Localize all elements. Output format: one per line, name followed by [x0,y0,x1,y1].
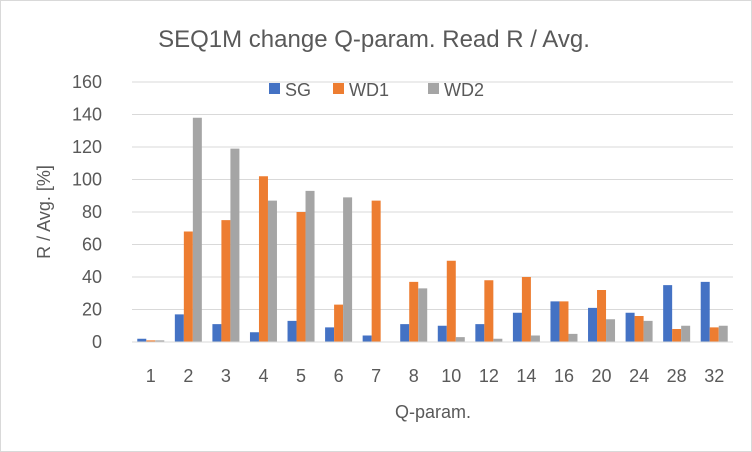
bar-wd2 [192,117,202,342]
bar-wd1 [709,327,719,342]
bar-sg [625,312,635,342]
bar-wd2 [418,288,428,342]
bar-wd2 [155,340,165,342]
x-tick-label: 12 [479,366,499,386]
bars [137,117,728,342]
bar-wd1 [371,200,381,342]
bar-wd2 [568,333,578,342]
bar-sg [663,285,673,342]
x-tick-label: 10 [441,366,461,386]
bar-wd1 [409,281,419,342]
bar-wd1 [183,231,193,342]
y-tick-label: 120 [72,137,102,157]
x-tick-label: 16 [554,366,574,386]
x-tick-label: 3 [221,366,231,386]
bar-wd2 [606,319,616,342]
bar-sg [700,281,710,342]
y-axis-label: R / Avg. [%] [34,165,54,259]
bar-sg [475,324,485,342]
x-tick-label: 2 [183,366,193,386]
legend-swatch-wd2 [428,83,439,94]
bar-wd2 [493,338,503,342]
legend-swatch-sg [269,83,280,94]
x-tick-label: 32 [704,366,724,386]
bar-wd2 [267,200,277,342]
bar-sg [287,320,297,342]
bar-wd1 [597,290,607,342]
x-tick-label: 7 [371,366,381,386]
bar-sg [550,301,560,342]
y-axis-ticks: 0 20 40 60 80 100 120 140 160 [72,72,102,352]
bar-sg [174,314,184,342]
bar-wd1 [559,301,569,342]
x-tick-label: 5 [296,366,306,386]
x-tick-label: 28 [667,366,687,386]
x-tick-label: 8 [409,366,419,386]
y-tick-label: 60 [82,235,102,255]
x-tick-label: 4 [258,366,268,386]
y-tick-label: 40 [82,267,102,287]
bar-sg [249,332,259,342]
bar-wd2 [718,325,728,342]
y-tick-label: 80 [82,202,102,222]
y-tick-label: 100 [72,170,102,190]
y-tick-label: 20 [82,300,102,320]
legend: SG WD1 WD2 [269,80,484,100]
x-axis-ticks: 1 2 3 4 5 6 7 8 10 12 14 16 20 24 28 32 [146,366,724,386]
bar-sg [137,338,147,342]
bar-sg [325,327,335,342]
x-tick-label: 20 [592,366,612,386]
x-tick-label: 1 [146,366,156,386]
bar-wd1 [258,176,268,342]
bar-wd2 [455,337,465,342]
bar-wd1 [296,212,306,342]
y-tick-label: 140 [72,105,102,125]
bar-sg [512,312,522,342]
bar-sg [400,324,410,342]
bar-wd2 [343,197,353,342]
bar-wd1 [672,329,682,342]
bar-wd1 [146,340,156,342]
x-axis-label: Q-param. [395,402,471,422]
bar-wd2 [681,325,691,342]
legend-label-wd1: WD1 [349,80,389,100]
legend-label-sg: SG [285,80,311,100]
bar-wd2 [305,190,315,342]
bar-wd2 [530,335,540,342]
bar-sg [362,335,372,342]
bar-wd1 [521,277,531,342]
legend-swatch-wd1 [333,83,344,94]
bar-wd2 [643,320,653,342]
bar-wd1 [484,280,494,342]
chart-title: SEQ1M change Q-param. Read R / Avg. [158,26,590,53]
bar-sg [212,324,222,342]
x-tick-label: 6 [334,366,344,386]
x-tick-label: 24 [629,366,649,386]
bar-wd2 [230,148,240,342]
bar-sg [588,307,598,342]
y-tick-label: 160 [72,72,102,92]
y-tick-label: 0 [92,332,102,352]
legend-label-wd2: WD2 [444,80,484,100]
bar-wd1 [334,304,344,342]
bar-wd1 [634,316,644,342]
bar-wd1 [221,220,231,342]
x-tick-label: 14 [516,366,536,386]
bar-sg [437,325,447,342]
bar-wd1 [446,260,456,342]
